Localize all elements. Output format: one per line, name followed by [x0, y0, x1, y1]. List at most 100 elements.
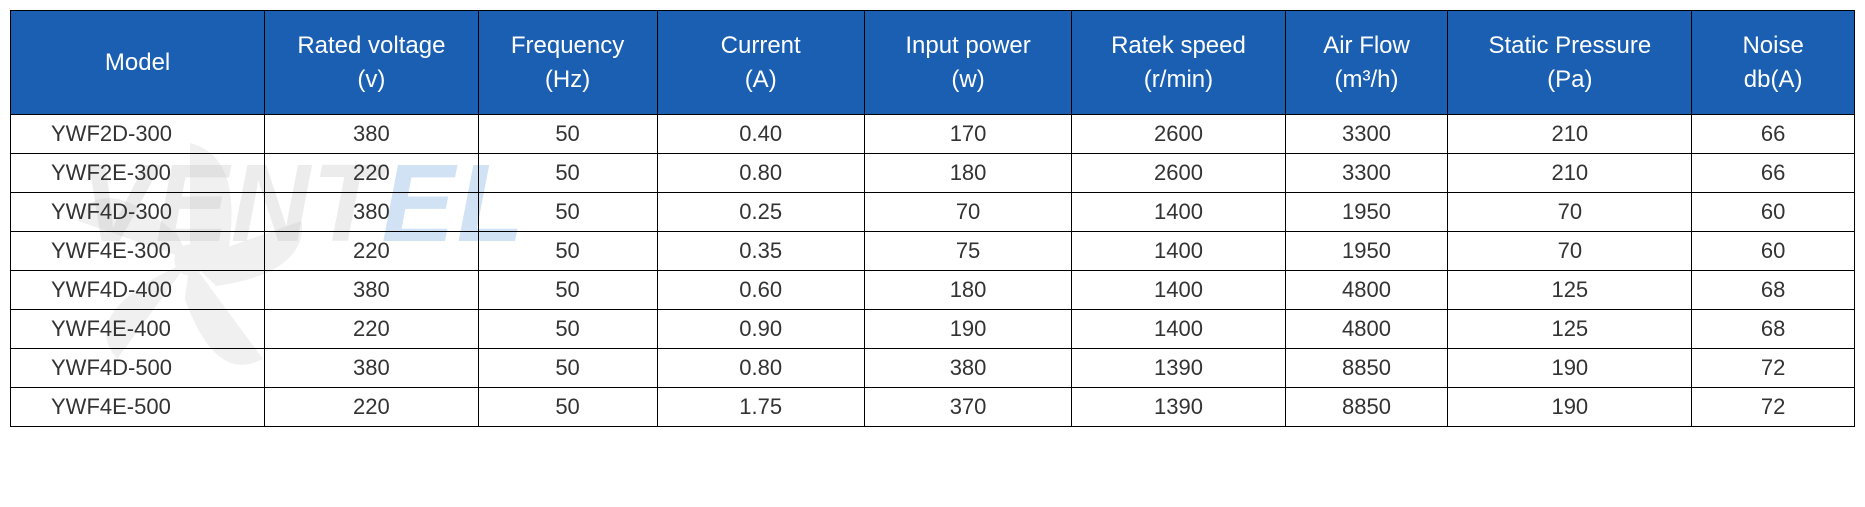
cell-speed: 1400: [1072, 310, 1285, 349]
header-unit: (Pa): [1547, 66, 1592, 93]
header-unit: (v): [357, 66, 385, 93]
cell-voltage: 220: [265, 388, 478, 427]
cell-noise: 72: [1692, 349, 1855, 388]
cell-press: 125: [1448, 310, 1692, 349]
cell-freq: 50: [478, 232, 657, 271]
cell-speed: 2600: [1072, 154, 1285, 193]
cell-power: 180: [864, 271, 1071, 310]
header-unit: (m³/h): [1335, 66, 1399, 93]
cell-flow: 1950: [1285, 193, 1448, 232]
cell-noise: 66: [1692, 115, 1855, 154]
cell-speed: 1400: [1072, 232, 1285, 271]
header-model: Model: [11, 11, 265, 115]
cell-speed: 2600: [1072, 115, 1285, 154]
header-current: Current (A): [657, 11, 864, 115]
header-input-power: Input power (w): [864, 11, 1071, 115]
cell-flow: 4800: [1285, 271, 1448, 310]
cell-freq: 50: [478, 388, 657, 427]
header-unit: (r/min): [1144, 66, 1213, 93]
cell-freq: 50: [478, 310, 657, 349]
table-row: YWF4D-300 380 50 0.25 70 1400 1950 70 60: [11, 193, 1855, 232]
cell-model: YWF2E-300: [11, 154, 265, 193]
cell-power: 75: [864, 232, 1071, 271]
table-row: YWF2E-300 220 50 0.80 180 2600 3300 210 …: [11, 154, 1855, 193]
table-row: YWF4D-400 380 50 0.60 180 1400 4800 125 …: [11, 271, 1855, 310]
cell-model: YWF4E-400: [11, 310, 265, 349]
cell-voltage: 380: [265, 349, 478, 388]
cell-model: YWF2D-300: [11, 115, 265, 154]
header-label: Static Pressure: [1488, 32, 1651, 59]
cell-voltage: 220: [265, 310, 478, 349]
cell-freq: 50: [478, 154, 657, 193]
cell-speed: 1390: [1072, 388, 1285, 427]
cell-flow: 1950: [1285, 232, 1448, 271]
header-label: Input power: [905, 32, 1030, 59]
cell-speed: 1400: [1072, 271, 1285, 310]
cell-flow: 4800: [1285, 310, 1448, 349]
header-frequency: Frequency (Hz): [478, 11, 657, 115]
table-row: YWF4E-400 220 50 0.90 190 1400 4800 125 …: [11, 310, 1855, 349]
cell-noise: 68: [1692, 271, 1855, 310]
cell-noise: 72: [1692, 388, 1855, 427]
cell-press: 210: [1448, 154, 1692, 193]
table-body: YWF2D-300 380 50 0.40 170 2600 3300 210 …: [11, 115, 1855, 427]
cell-current: 0.60: [657, 271, 864, 310]
cell-power: 380: [864, 349, 1071, 388]
cell-freq: 50: [478, 193, 657, 232]
cell-speed: 1390: [1072, 349, 1285, 388]
cell-flow: 3300: [1285, 154, 1448, 193]
header-label: Ratek speed: [1111, 32, 1246, 59]
cell-speed: 1400: [1072, 193, 1285, 232]
header-label: Rated voltage: [297, 32, 445, 59]
cell-press: 190: [1448, 388, 1692, 427]
cell-press: 70: [1448, 232, 1692, 271]
cell-current: 0.35: [657, 232, 864, 271]
cell-voltage: 220: [265, 232, 478, 271]
cell-voltage: 380: [265, 115, 478, 154]
cell-flow: 8850: [1285, 388, 1448, 427]
cell-voltage: 380: [265, 271, 478, 310]
cell-press: 210: [1448, 115, 1692, 154]
cell-power: 170: [864, 115, 1071, 154]
spec-table: Model Rated voltage (v) Frequency (Hz) C…: [10, 10, 1855, 427]
cell-press: 70: [1448, 193, 1692, 232]
header-unit: (Hz): [545, 66, 590, 93]
cell-flow: 8850: [1285, 349, 1448, 388]
header-voltage: Rated voltage (v): [265, 11, 478, 115]
cell-noise: 66: [1692, 154, 1855, 193]
cell-model: YWF4D-500: [11, 349, 265, 388]
cell-model: YWF4D-400: [11, 271, 265, 310]
cell-current: 0.40: [657, 115, 864, 154]
cell-press: 190: [1448, 349, 1692, 388]
cell-current: 0.80: [657, 154, 864, 193]
cell-freq: 50: [478, 271, 657, 310]
header-unit: (w): [951, 66, 984, 93]
cell-voltage: 220: [265, 154, 478, 193]
cell-voltage: 380: [265, 193, 478, 232]
header-unit: (A): [745, 66, 777, 93]
cell-power: 70: [864, 193, 1071, 232]
cell-flow: 3300: [1285, 115, 1448, 154]
header-label: Frequency: [511, 32, 624, 59]
header-rated-speed: Ratek speed (r/min): [1072, 11, 1285, 115]
cell-current: 1.75: [657, 388, 864, 427]
cell-current: 0.25: [657, 193, 864, 232]
table-row: YWF2D-300 380 50 0.40 170 2600 3300 210 …: [11, 115, 1855, 154]
table-row: YWF4E-300 220 50 0.35 75 1400 1950 70 60: [11, 232, 1855, 271]
header-unit: db(A): [1744, 66, 1803, 93]
table-row: YWF4E-500 220 50 1.75 370 1390 8850 190 …: [11, 388, 1855, 427]
cell-press: 125: [1448, 271, 1692, 310]
cell-noise: 68: [1692, 310, 1855, 349]
cell-freq: 50: [478, 349, 657, 388]
cell-noise: 60: [1692, 193, 1855, 232]
header-label: Model: [105, 49, 170, 76]
cell-model: YWF4D-300: [11, 193, 265, 232]
cell-power: 370: [864, 388, 1071, 427]
header-label: Air Flow: [1323, 32, 1410, 59]
header-label: Noise: [1742, 32, 1803, 59]
cell-model: YWF4E-500: [11, 388, 265, 427]
cell-noise: 60: [1692, 232, 1855, 271]
cell-freq: 50: [478, 115, 657, 154]
cell-current: 0.80: [657, 349, 864, 388]
cell-power: 180: [864, 154, 1071, 193]
